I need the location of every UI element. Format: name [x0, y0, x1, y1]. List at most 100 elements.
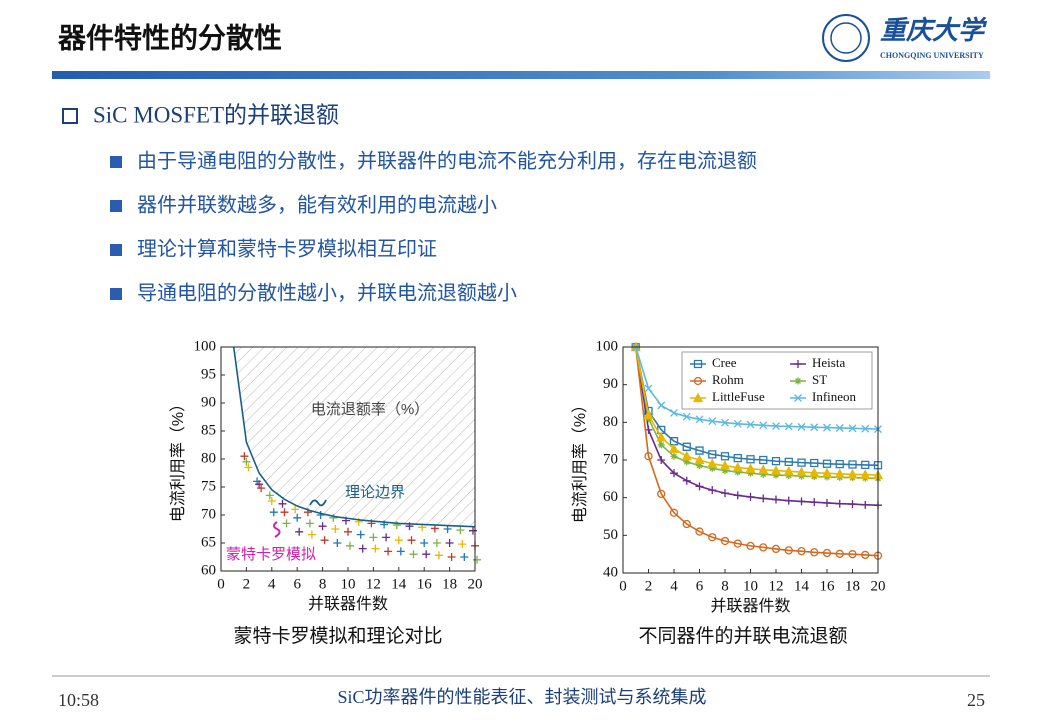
series-marker: [772, 471, 780, 479]
series-marker: [719, 460, 731, 470]
simulation-point: [307, 530, 316, 539]
series-line: [232, 346, 476, 528]
series-marker: [873, 551, 883, 560]
series-marker: [784, 546, 793, 555]
simulation-point: [407, 536, 416, 545]
x-tick-label: 4: [670, 578, 678, 594]
simulation-point: [318, 522, 327, 531]
series-marker: [772, 495, 780, 504]
series-marker: [695, 446, 704, 455]
simulation-point: [409, 550, 418, 559]
series-marker: [695, 482, 704, 491]
series-marker: [682, 519, 691, 529]
y-tick-label: 100: [596, 338, 619, 354]
series-marker: [708, 533, 717, 542]
series-marker: [848, 500, 857, 509]
logo: 重庆大学 CHONGQING UNIVERSITY: [822, 14, 988, 62]
chart: 0 2 4 6 8 10 12 14 16 18 20 40 50 60 70 80 90 100 并联器件数 电流利…: [571, 338, 885, 615]
simulation-point: [346, 541, 354, 550]
bullet-text: 导通电阻的分散性越小，并联电流退额越小: [137, 281, 517, 304]
series-marker: [670, 452, 678, 460]
series-marker: [708, 464, 716, 472]
series-marker: [810, 423, 819, 432]
simulation-point: [240, 452, 249, 461]
plot-frame: [622, 346, 879, 574]
series-marker: [720, 536, 730, 546]
series-marker: [732, 462, 743, 472]
simulation-point: [382, 533, 391, 542]
bullet-text: 器件并联数越多，能有效利用的电流越小: [137, 193, 497, 216]
simulation-point: [331, 525, 340, 533]
footer-time: 10:58: [58, 690, 99, 710]
legend-label: Heista: [812, 355, 845, 370]
series-marker: [657, 489, 666, 499]
series-marker: [657, 441, 665, 449]
x-tick-label: 4: [268, 576, 276, 592]
x-tick-label: 12: [366, 576, 381, 592]
series-marker: [834, 468, 845, 479]
x-tick-label: 10: [341, 576, 356, 592]
y-tick-label: 80: [603, 414, 618, 430]
bullet-icon: [110, 288, 122, 300]
annotation: 电流退额率（%）: [311, 401, 429, 418]
x-tick-label: 0: [619, 578, 627, 594]
series-marker: [745, 463, 756, 473]
y-axis-label: 电流利用率（%）: [169, 396, 187, 522]
y-tick-label: 60: [201, 562, 216, 578]
series-marker: [695, 527, 704, 536]
x-axis-label: 并联器件数: [710, 597, 790, 615]
series-marker: [720, 452, 730, 461]
simulation-point: [447, 553, 456, 561]
simulation-point: [396, 547, 405, 556]
legend-marker: [794, 360, 802, 368]
series-marker: [734, 468, 742, 476]
bullet-icon: [110, 200, 122, 212]
annotation-squiggle: [273, 521, 281, 538]
series-marker: [822, 548, 832, 558]
series-marker: [708, 486, 717, 495]
logo-subtitle: CHONGQING UNIVERSITY: [880, 51, 984, 60]
y-tick-label: 65: [201, 534, 216, 550]
y-tick-label: 85: [201, 422, 216, 438]
series-marker: [746, 541, 755, 551]
simulation-point: [456, 526, 465, 535]
series-marker: [809, 467, 820, 477]
caption: 蒙特卡罗模拟和理论对比: [233, 625, 442, 647]
legend-label: Cree: [712, 355, 737, 370]
series-marker: [759, 543, 768, 552]
x-tick-label: 14: [391, 576, 407, 592]
series-marker: [823, 423, 831, 432]
simulation-point: [257, 484, 266, 493]
plot-frame: [220, 346, 476, 572]
legend-marker: [693, 376, 703, 386]
series-marker: [682, 442, 691, 451]
simulation-point: [422, 550, 431, 559]
series-marker: [733, 539, 742, 548]
x-axis-label: 并联器件数: [308, 595, 388, 613]
simulation-point: [384, 547, 393, 556]
series-marker: [848, 424, 857, 433]
series-marker: [861, 424, 870, 433]
series-marker: [657, 456, 666, 464]
series-marker: [784, 496, 793, 505]
series-marker: [746, 492, 755, 501]
legend-label: LittleFuse: [712, 389, 765, 404]
series-annotation: 理论边界: [345, 484, 405, 501]
x-tick-label: 18: [442, 576, 457, 592]
series-marker: [746, 455, 755, 464]
series-marker: [721, 418, 729, 427]
legend-marker: [693, 359, 703, 369]
footer-page: 25: [967, 690, 985, 710]
x-tick-label: 20: [871, 578, 886, 594]
series-marker: [784, 457, 793, 467]
simulation-point: [358, 544, 367, 553]
series-marker: [770, 465, 782, 475]
series-marker: [695, 415, 704, 424]
series-marker: [797, 422, 806, 431]
bullet-icon: [110, 244, 122, 256]
series-marker: [823, 498, 831, 507]
x-tick-label: 6: [696, 578, 704, 594]
series-marker: [733, 453, 742, 463]
series-marker: [669, 437, 679, 446]
x-tick-label: 16: [417, 576, 433, 592]
